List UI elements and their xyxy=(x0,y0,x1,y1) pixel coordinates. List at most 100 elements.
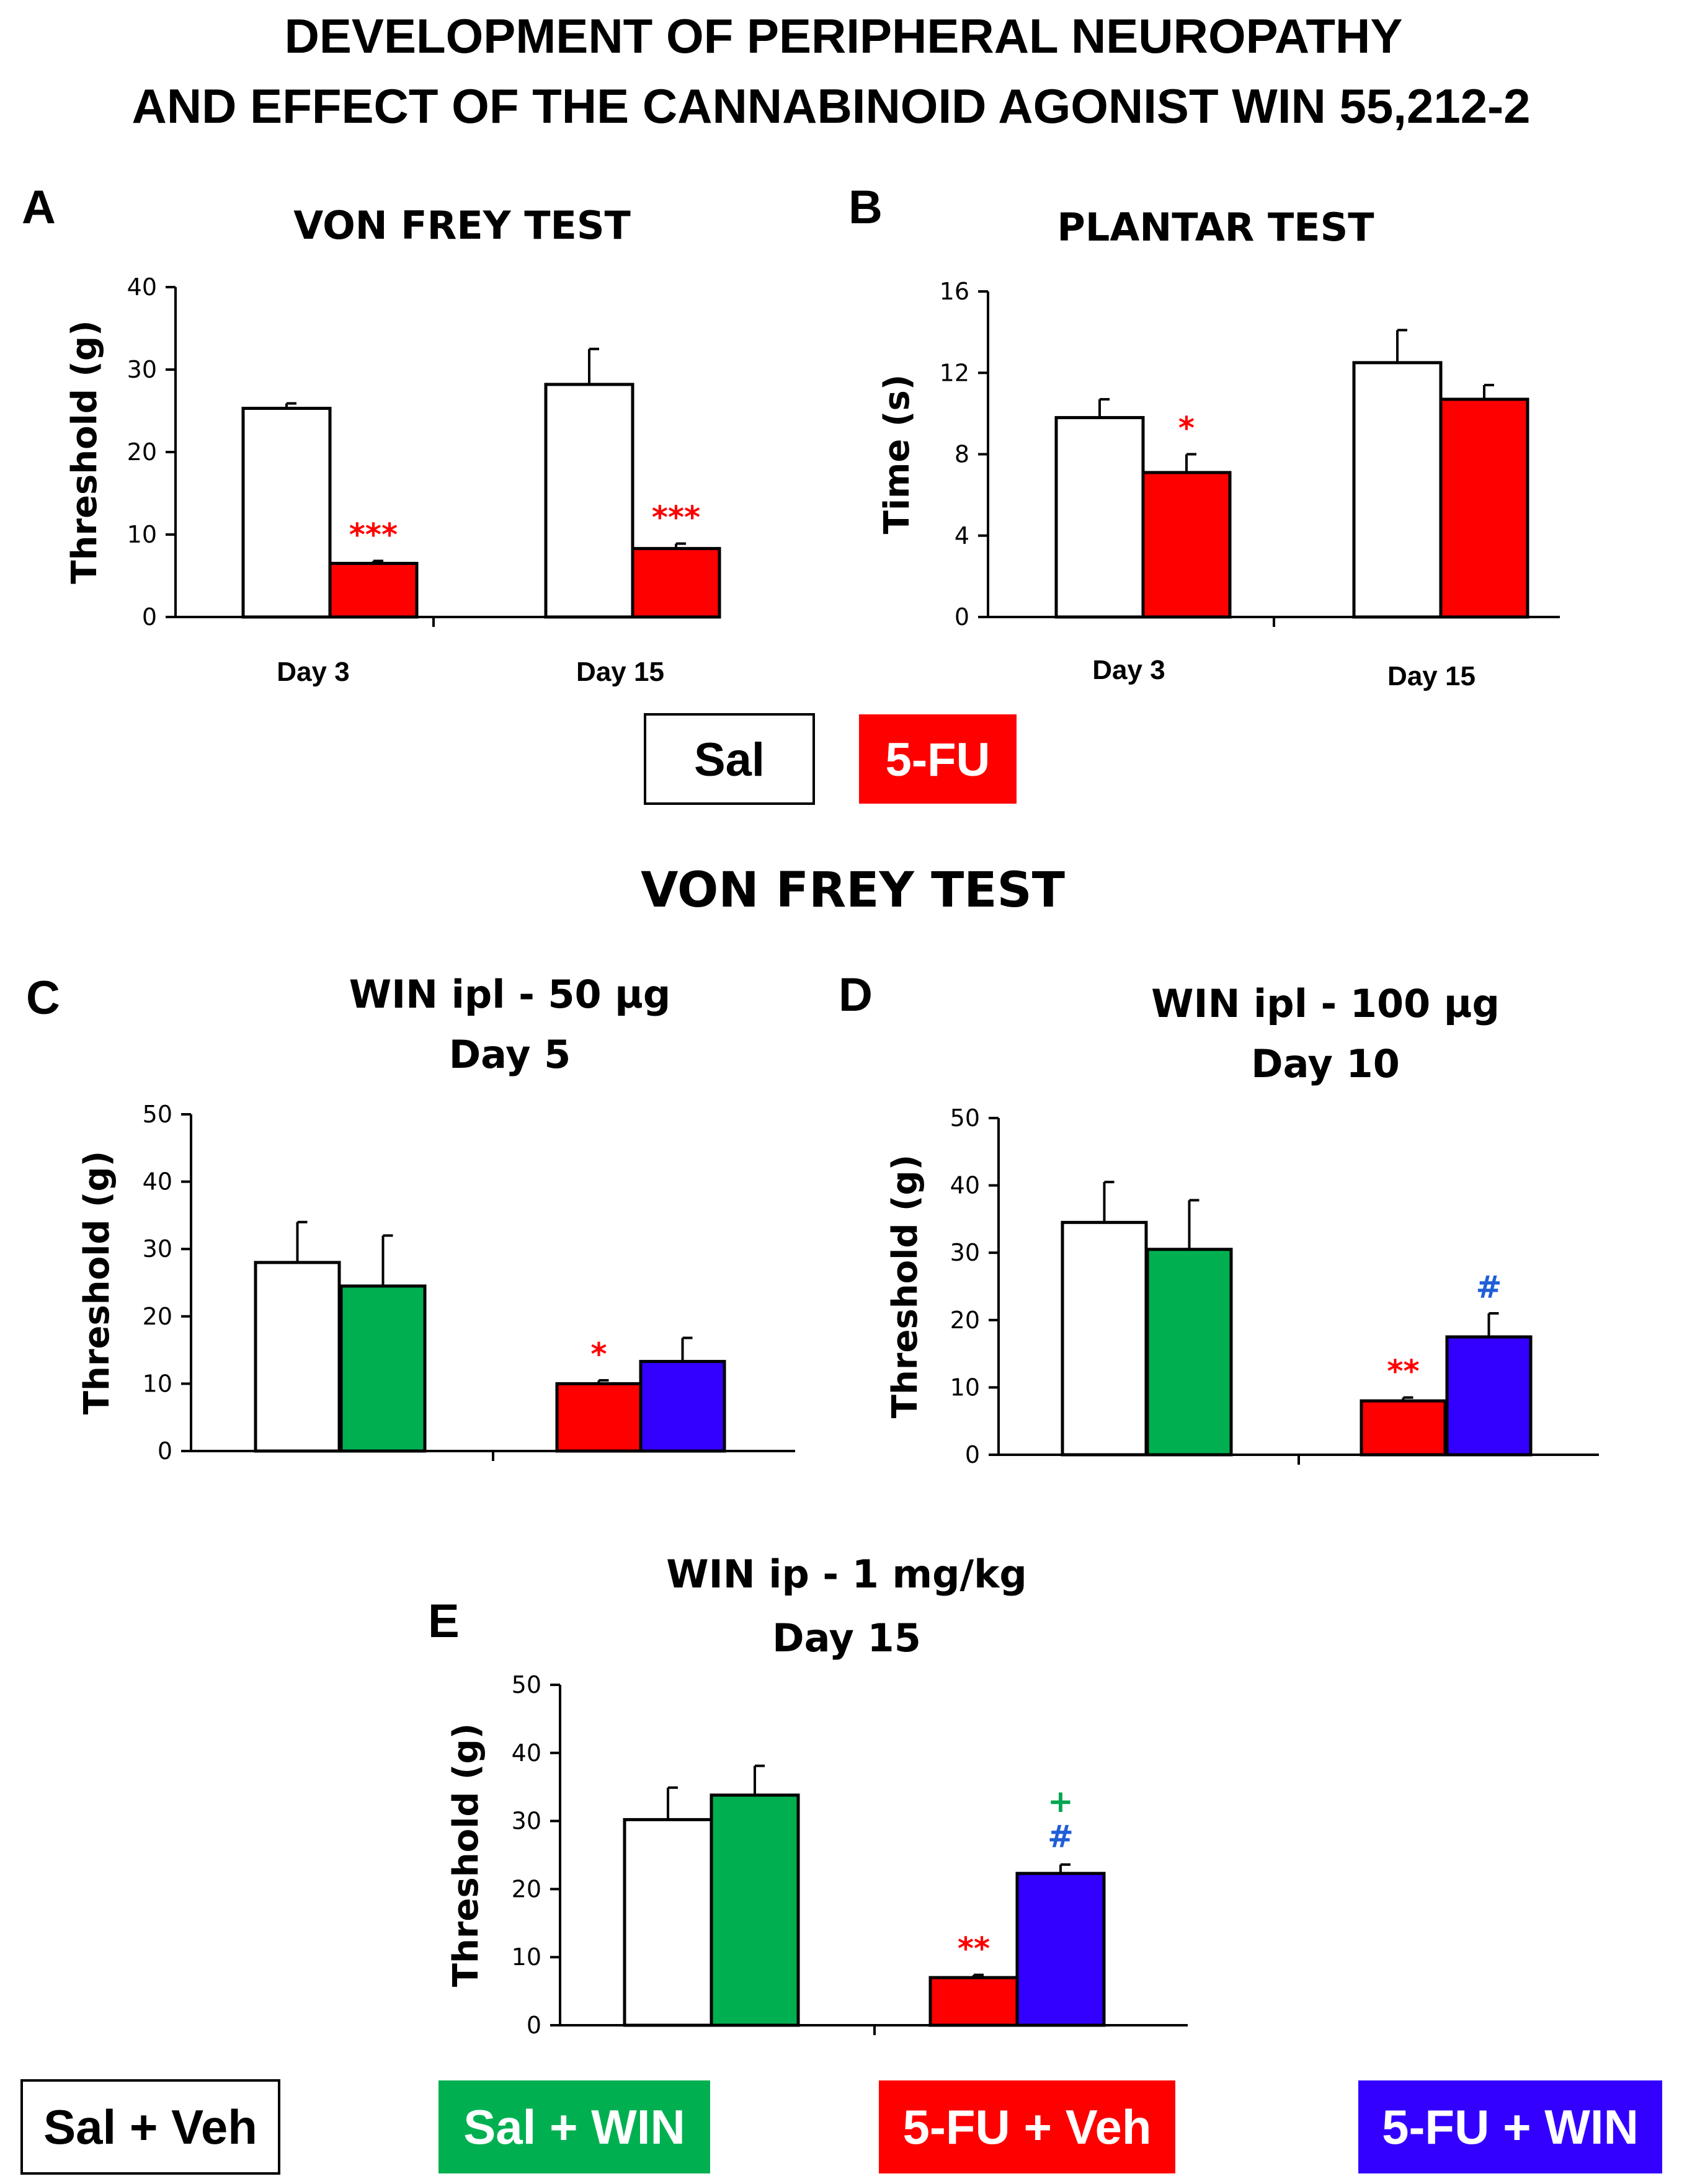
y-tick-label: 30 xyxy=(127,356,157,383)
y-tick-label: 0 xyxy=(527,2012,541,2039)
chart-panel-d: D WIN ipl - 100 µg Day 10 Threshold (g) 0 10 2… xyxy=(839,969,1599,1468)
y-tick-label: 10 xyxy=(950,1374,980,1401)
y-tick-label: 40 xyxy=(950,1172,980,1199)
y-tick-label: 30 xyxy=(950,1239,980,1266)
chart-title-line: VON FREY TEST xyxy=(293,203,631,248)
y-tick-label: 12 xyxy=(940,359,969,386)
chart-title-line: WIN ip - 1 mg/kg xyxy=(666,1551,1026,1597)
bar xyxy=(710,1793,800,2027)
y-tick-label: 30 xyxy=(143,1235,172,1263)
significance-marker: *** xyxy=(652,500,700,536)
bar xyxy=(1141,471,1232,619)
x-category-label: Day 3 xyxy=(277,657,349,687)
y-tick-label: 0 xyxy=(158,1437,172,1465)
legend-label: 5-FU xyxy=(886,734,990,786)
figure-title-line1: DEVELOPMENT OF PERIPHERAL NEUROPATHY xyxy=(285,9,1403,63)
y-axis-label: Threshold (g) xyxy=(65,320,105,584)
legend-label: Sal + WIN xyxy=(463,2100,685,2154)
y-tick-label: 20 xyxy=(127,438,157,466)
bar xyxy=(1146,1248,1233,1457)
legend-label: Sal + Veh xyxy=(43,2100,257,2154)
y-tick-label: 8 xyxy=(955,441,969,468)
bar xyxy=(555,1382,643,1453)
legend-swatch xyxy=(859,714,1017,804)
x-category-label: Day 3 xyxy=(1092,655,1165,685)
bar xyxy=(1360,1399,1447,1457)
bar xyxy=(639,1360,726,1453)
y-tick-label: 4 xyxy=(955,522,969,549)
legend-label: 5-FU + Veh xyxy=(903,2100,1152,2154)
y-tick-label: 20 xyxy=(512,1875,541,1902)
significance-marker: *** xyxy=(349,517,398,553)
y-tick-label: 10 xyxy=(143,1370,172,1397)
chart-title-line: Day 10 xyxy=(1251,1041,1400,1086)
significance-marker: # xyxy=(1476,1269,1502,1305)
y-tick-label: 40 xyxy=(127,273,157,301)
chart-panel-b: B PLANTAR TEST Time (s) 0 4 8 12 16 Day 3 Day 15 * xyxy=(848,181,1560,691)
panel-letter: B xyxy=(848,181,883,234)
y-tick-label: 0 xyxy=(142,603,157,631)
bar xyxy=(1061,1220,1148,1457)
legends-layer: Sal 5-FU Sal + Veh Sal + WIN 5-FU + Veh 5-FU … xyxy=(20,713,1662,2175)
bar xyxy=(1352,361,1443,619)
chart-title-line: WIN ipl - 50 µg xyxy=(349,972,671,1017)
bar xyxy=(1015,1871,1106,2027)
legend-swatch xyxy=(1358,2080,1662,2173)
y-tick-label: 10 xyxy=(127,521,157,548)
chart-title-line: Day 5 xyxy=(449,1032,571,1077)
panel-letter: D xyxy=(839,969,873,1021)
bar xyxy=(623,1818,713,2027)
significance-marker: ** xyxy=(958,1931,990,1967)
bar xyxy=(339,1284,427,1453)
chart-title-line: Day 15 xyxy=(772,1615,921,1661)
section-title-von-frey: VON FREY TEST xyxy=(641,863,1065,918)
legend-swatch xyxy=(20,2079,280,2175)
y-tick-label: 50 xyxy=(143,1101,172,1128)
y-tick-label: 20 xyxy=(143,1303,172,1330)
y-axis-label: Time (s) xyxy=(877,375,917,535)
y-tick-label: 50 xyxy=(950,1104,980,1132)
x-category-label: Day 15 xyxy=(576,657,664,687)
y-tick-label: 0 xyxy=(955,603,969,631)
y-tick-label: 16 xyxy=(940,278,969,305)
bar xyxy=(1439,397,1529,619)
chart-panel-a: A VON FREY TEST Threshold (g) 0 10 20 30 40 Day … xyxy=(22,181,721,687)
panel-letter: E xyxy=(428,1595,460,1648)
bar xyxy=(928,1976,1019,2027)
legend-swatch xyxy=(438,2080,710,2173)
y-tick-label: 40 xyxy=(512,1739,541,1767)
chart-panel-e: E WIN ip - 1 mg/kg Day 15 Threshold (g) 0 10 2… xyxy=(428,1551,1188,2039)
significance-marker: * xyxy=(590,1336,607,1372)
chart-title-line: PLANTAR TEST xyxy=(1057,205,1374,250)
legend-swatch xyxy=(879,2080,1175,2173)
significance-marker: * xyxy=(1178,411,1195,446)
y-tick-label: 50 xyxy=(512,1671,541,1698)
y-tick-label: 0 xyxy=(965,1441,980,1468)
figure-title-line2: AND EFFECT OF THE CANNABINOID AGONIST WI… xyxy=(132,79,1531,133)
panel-letter: A xyxy=(22,181,56,234)
chart-panel-c: C WIN ipl - 50 µg Day 5 Threshold (g) 0 10 20 3… xyxy=(26,972,795,1465)
y-tick-label: 10 xyxy=(512,1943,541,1971)
y-axis-label: Threshold (g) xyxy=(446,1723,486,1987)
bar xyxy=(1445,1335,1533,1457)
bar xyxy=(1054,415,1145,619)
y-tick-label: 20 xyxy=(950,1307,980,1334)
y-axis-label: Threshold (g) xyxy=(77,1151,117,1414)
bar xyxy=(328,562,419,619)
panel-letter: C xyxy=(26,972,60,1024)
significance-marker: ** xyxy=(1387,1354,1419,1390)
legend-label: Sal xyxy=(694,734,765,786)
y-axis-label: Threshold (g) xyxy=(885,1155,925,1418)
chart-title-line: WIN ipl - 100 µg xyxy=(1151,981,1500,1026)
bar xyxy=(544,383,634,619)
bar xyxy=(631,547,721,619)
significance-marker: # xyxy=(1048,1819,1074,1855)
y-tick-label: 30 xyxy=(512,1808,541,1835)
legend-label: 5-FU + WIN xyxy=(1382,2100,1639,2154)
bar xyxy=(254,1261,341,1453)
bar xyxy=(241,407,332,619)
legend-swatch xyxy=(644,713,815,805)
y-tick-label: 40 xyxy=(143,1168,172,1196)
